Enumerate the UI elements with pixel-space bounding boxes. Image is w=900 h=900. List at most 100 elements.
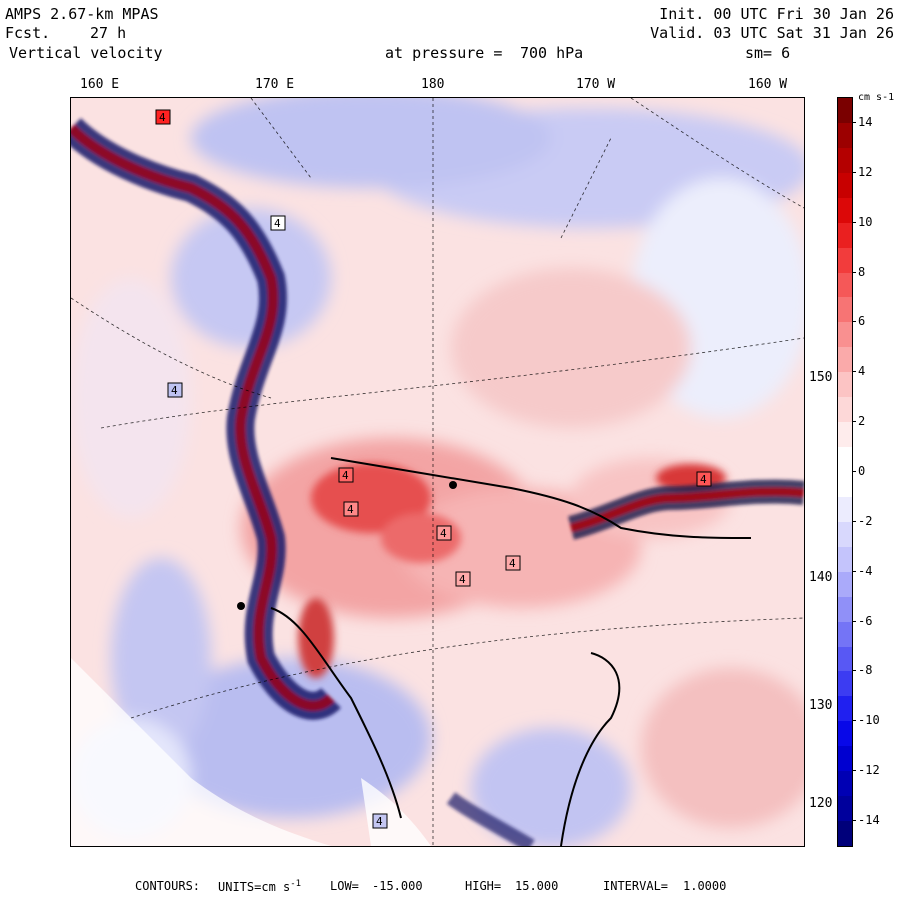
colorbar-segment [838, 347, 852, 373]
colorbar-tick-label: -6 [858, 613, 873, 628]
smoothing-label: sm= 6 [745, 44, 791, 62]
colorbar-segment [838, 222, 852, 249]
svg-text:4: 4 [159, 111, 166, 124]
init-time: Init. 00 UTC Fri 30 Jan 26 [659, 5, 894, 23]
lon-label-160w: 160 W [748, 77, 788, 92]
colorbar-tick [852, 121, 856, 123]
colorbar-tick [852, 171, 856, 173]
footer-low-value: -15.000 [372, 879, 423, 893]
colorbar-segment [838, 472, 852, 498]
colorbar-tick-label: -2 [858, 513, 873, 528]
contour-label-box: 4 [343, 501, 359, 517]
footer-interval-label: INTERVAL= [603, 879, 669, 893]
footer-units: UNITS=cm s-1 [218, 879, 301, 894]
colorbar-segment [838, 721, 852, 747]
colorbar-segment [838, 197, 852, 224]
colorbar-tick-label: 8 [858, 264, 866, 279]
lon-label-170e: 170 E [255, 77, 295, 92]
mountain-band [71, 117, 804, 846]
contour-label-box: 4 [155, 109, 171, 125]
colorbar-tick [852, 421, 856, 423]
map-svg: 4 4 4 4 4 4 4 4 4 4 [71, 98, 804, 846]
colorbar-segment [838, 98, 852, 124]
graticule [71, 98, 804, 846]
pressure-value: 700 hPa [520, 44, 584, 62]
colorbar-segment [838, 297, 852, 323]
colorbar-tick [852, 720, 856, 722]
lon-label-180: 180 [421, 77, 445, 92]
svg-text:4: 4 [274, 217, 281, 230]
colorbar-segment [838, 247, 852, 274]
colorbar-segment [838, 496, 852, 523]
colorbar-tick [852, 471, 856, 472]
colorbar-segment [838, 571, 852, 598]
contour-label-box: 4 [505, 555, 521, 571]
colorbar-tick-label: 2 [858, 414, 866, 429]
lon-label-170w: 170 W [576, 77, 616, 92]
colorbar-tick [852, 321, 856, 323]
colorbar-tick-label: 12 [858, 164, 873, 179]
colorbar-tick-label: 14 [858, 114, 873, 129]
lon-label-160e: 160 E [80, 77, 120, 92]
vertical-velocity-map: 4 4 4 4 4 4 4 4 4 4 [70, 97, 805, 847]
colorbar-tick-label: -8 [858, 663, 873, 678]
forecast-label: Fcst. [5, 24, 51, 42]
colorbar [837, 97, 853, 847]
colorbar-segment [838, 746, 852, 772]
footer-units-exp: -1 [290, 879, 302, 889]
svg-text:4: 4 [509, 557, 516, 570]
colorbar-tick [852, 520, 856, 522]
footer-high-value: 15.000 [515, 879, 559, 893]
model-title: AMPS 2.67-km MPAS [5, 5, 159, 23]
colorbar-segment [838, 621, 852, 648]
colorbar-segment [838, 771, 852, 797]
station-dot [449, 481, 457, 489]
colorbar-tick [852, 670, 856, 672]
colorbar-tick [852, 570, 856, 572]
contour-label-box: 4 [270, 215, 286, 231]
colorbar-tick-label: -4 [858, 563, 873, 578]
colorbar-segment [838, 172, 852, 199]
svg-text:4: 4 [459, 573, 466, 586]
colorbar-segment [838, 521, 852, 548]
colorbar-segment [838, 122, 852, 149]
colorbar-tick [852, 271, 856, 273]
colorbar-segment [838, 596, 852, 623]
colorbar-segment [838, 447, 852, 473]
colorbar-tick [852, 770, 856, 772]
colorbar-segment [838, 671, 852, 697]
colorbar-segment [838, 646, 852, 672]
colorbar-segment [838, 397, 852, 423]
coastline [270, 457, 752, 846]
white-areas [71, 658, 431, 846]
colorbar-tick-label: 6 [858, 314, 866, 329]
colorbar-tick [852, 820, 856, 822]
footer-interval-value: 1.0000 [683, 879, 727, 893]
contour-label-box: 4 [372, 813, 388, 829]
pressure-label: at pressure = [385, 44, 503, 62]
footer-contours-label: CONTOURS: [135, 879, 201, 893]
colorbar-segment [838, 147, 852, 174]
footer-low-label: LOW= [330, 879, 359, 893]
colorbar-tick [852, 221, 856, 223]
colorbar-segment [838, 272, 852, 298]
colorbar-segment [838, 821, 852, 847]
colorbar-tick-label: 10 [858, 214, 873, 229]
svg-text:4: 4 [376, 815, 383, 828]
contour-label-box: 4 [455, 571, 471, 587]
footer-high-label: HIGH= [465, 879, 502, 893]
svg-text:4: 4 [342, 469, 349, 482]
station-dot-2 [237, 602, 245, 610]
colorbar-tick [852, 371, 856, 373]
colorbar-tick-label: 4 [858, 364, 866, 379]
colorbar-segment [838, 796, 852, 822]
svg-text:4: 4 [347, 503, 354, 516]
colorbar-segment [838, 322, 852, 348]
colorbar-segment [838, 546, 852, 573]
broad-field [71, 98, 804, 846]
field-name: Vertical velocity [9, 44, 163, 62]
colorbar-tick-label: 0 [858, 464, 866, 478]
contour-label-box: 4 [436, 525, 452, 541]
footer-units-label: UNITS=cm s [218, 880, 291, 894]
contour-labels: 4 4 4 4 4 4 4 4 4 4 [155, 109, 712, 829]
